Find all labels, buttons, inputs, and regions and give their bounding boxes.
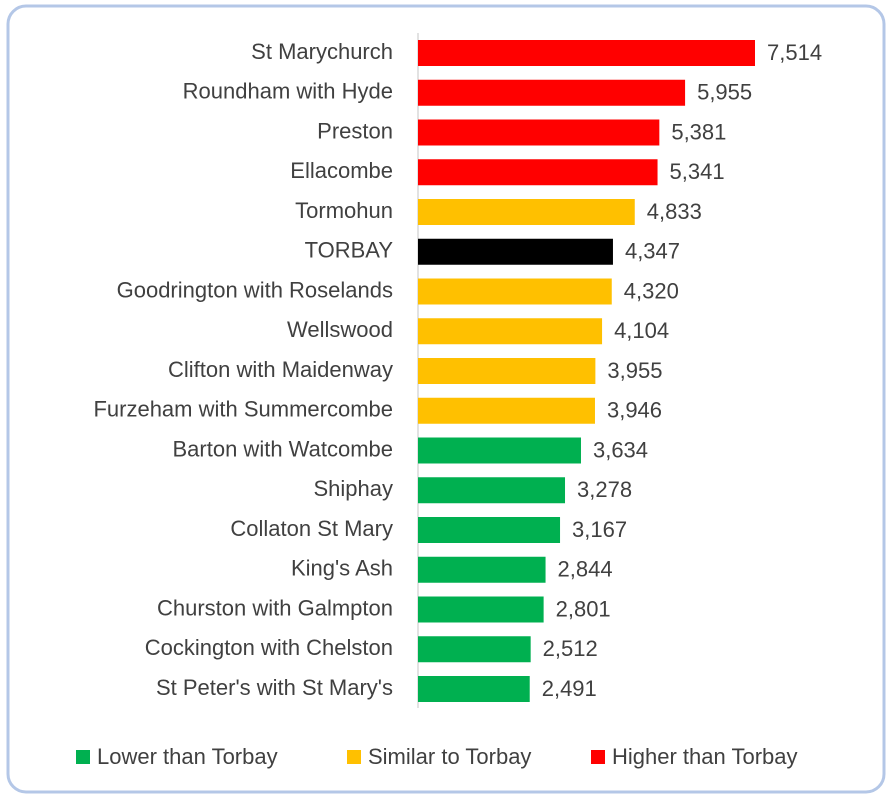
- value-label: 4,320: [624, 278, 679, 303]
- bar: [418, 159, 658, 186]
- legend-label: Lower than Torbay: [97, 744, 278, 769]
- category-label: Cockington with Chelston: [145, 635, 393, 660]
- category-label: Roundham with Hyde: [183, 79, 393, 104]
- category-label: Ellacombe: [290, 158, 393, 183]
- value-label: 3,167: [572, 517, 627, 542]
- category-label: Tormohun: [295, 198, 393, 223]
- category-label: St Peter's with St Mary's: [156, 675, 393, 700]
- category-label: Collaton St Mary: [230, 516, 393, 541]
- category-label: King's Ash: [291, 556, 393, 581]
- value-label: 2,491: [542, 676, 597, 701]
- bar: [418, 397, 595, 424]
- value-label: 5,341: [670, 159, 725, 184]
- legend-label: Higher than Torbay: [612, 744, 798, 769]
- bar: [418, 437, 581, 464]
- legend-label: Similar to Torbay: [368, 744, 531, 769]
- bar: [418, 358, 596, 384]
- legend-swatch: [591, 750, 605, 764]
- value-label: 2,801: [556, 596, 611, 621]
- bar: [418, 79, 686, 106]
- value-label: 7,514: [767, 40, 822, 65]
- legend-swatch: [347, 750, 361, 764]
- category-label: Wellswood: [287, 317, 393, 342]
- bar: [418, 199, 635, 225]
- bar: [418, 517, 561, 543]
- bar: [418, 278, 612, 305]
- value-label: 3,946: [607, 398, 662, 423]
- bar: [418, 596, 544, 623]
- category-label: Clifton with Maidenway: [168, 357, 393, 382]
- category-label: St Marychurch: [251, 39, 393, 64]
- category-label: Preston: [317, 118, 393, 143]
- bar: [418, 477, 566, 504]
- bar: [418, 556, 546, 583]
- category-label: TORBAY: [305, 238, 394, 263]
- bar: [418, 238, 613, 265]
- bar: [418, 636, 531, 663]
- legend-swatch: [76, 750, 90, 764]
- value-label: 4,833: [647, 199, 702, 224]
- value-label: 2,512: [543, 636, 598, 661]
- value-label: 4,104: [614, 318, 669, 343]
- bar: [418, 676, 530, 702]
- category-label: Barton with Watcombe: [173, 436, 394, 461]
- value-label: 5,955: [697, 80, 752, 105]
- category-label: Furzeham with Summercombe: [93, 397, 393, 422]
- value-label: 3,955: [607, 358, 662, 383]
- value-label: 2,844: [558, 557, 613, 582]
- value-label: 3,278: [577, 477, 632, 502]
- category-label: Goodrington with Roselands: [117, 277, 393, 302]
- category-label: Churston with Galmpton: [157, 595, 393, 620]
- bar: [418, 119, 660, 146]
- value-label: 4,347: [625, 239, 680, 264]
- category-label: Shiphay: [313, 476, 393, 501]
- value-label: 5,381: [671, 119, 726, 144]
- value-label: 3,634: [593, 437, 648, 462]
- bar: [418, 40, 755, 66]
- bar: [418, 318, 603, 345]
